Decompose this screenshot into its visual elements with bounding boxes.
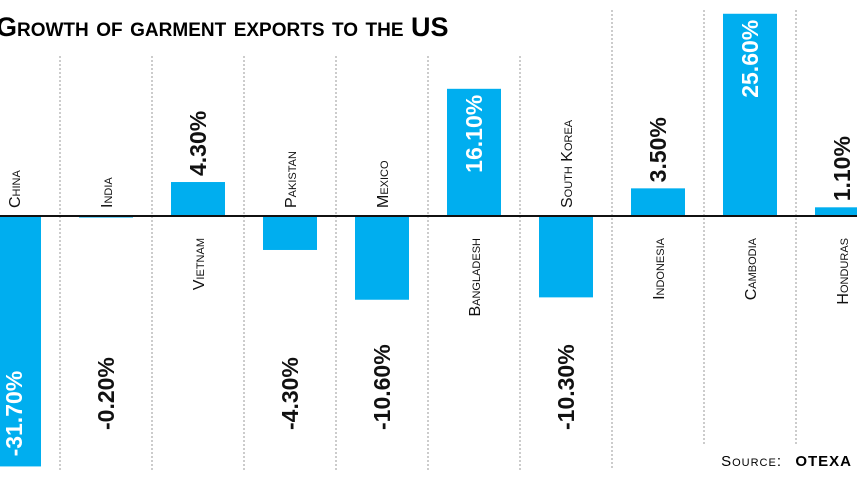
- category-label: Cambodia: [743, 237, 760, 300]
- category-label: Honduras: [835, 238, 852, 305]
- chart-title: Growth of garment exports to the US: [0, 12, 449, 42]
- category-label: India: [99, 177, 116, 208]
- value-label: -4.30%: [277, 357, 303, 430]
- source-label: Source:: [721, 453, 782, 470]
- value-label: 1.10%: [829, 136, 855, 201]
- bar: [447, 88, 501, 216]
- category-label: Vietnam: [191, 238, 208, 290]
- bar: [355, 216, 409, 300]
- value-label: 4.30%: [185, 111, 211, 176]
- bars: China -31.70% India -0.20% Vietnam 4.30% Pakis…: [0, 13, 857, 467]
- category-label: Pakistan: [283, 151, 300, 208]
- value-label: -31.70%: [1, 371, 27, 457]
- bar: [539, 216, 593, 298]
- bar: [263, 216, 317, 250]
- source: OTEXA: [795, 453, 852, 470]
- value-label: 25.60%: [737, 20, 763, 98]
- bar: [631, 188, 685, 216]
- value-label: -10.30%: [553, 344, 579, 430]
- bar: [723, 13, 777, 217]
- bar: [171, 182, 225, 216]
- bar: [815, 207, 857, 216]
- category-label: China: [7, 170, 24, 208]
- value-label: 3.50%: [645, 117, 671, 182]
- category-label: Indonesia: [651, 237, 668, 300]
- bar: [0, 216, 41, 467]
- value-label: 16.10%: [461, 95, 487, 173]
- category-label: Mexico: [375, 160, 392, 208]
- category-label: South Korea: [559, 119, 576, 208]
- value-label: -10.60%: [369, 344, 395, 430]
- category-label: Bangladesh: [467, 238, 484, 317]
- value-label: -0.20%: [93, 357, 119, 430]
